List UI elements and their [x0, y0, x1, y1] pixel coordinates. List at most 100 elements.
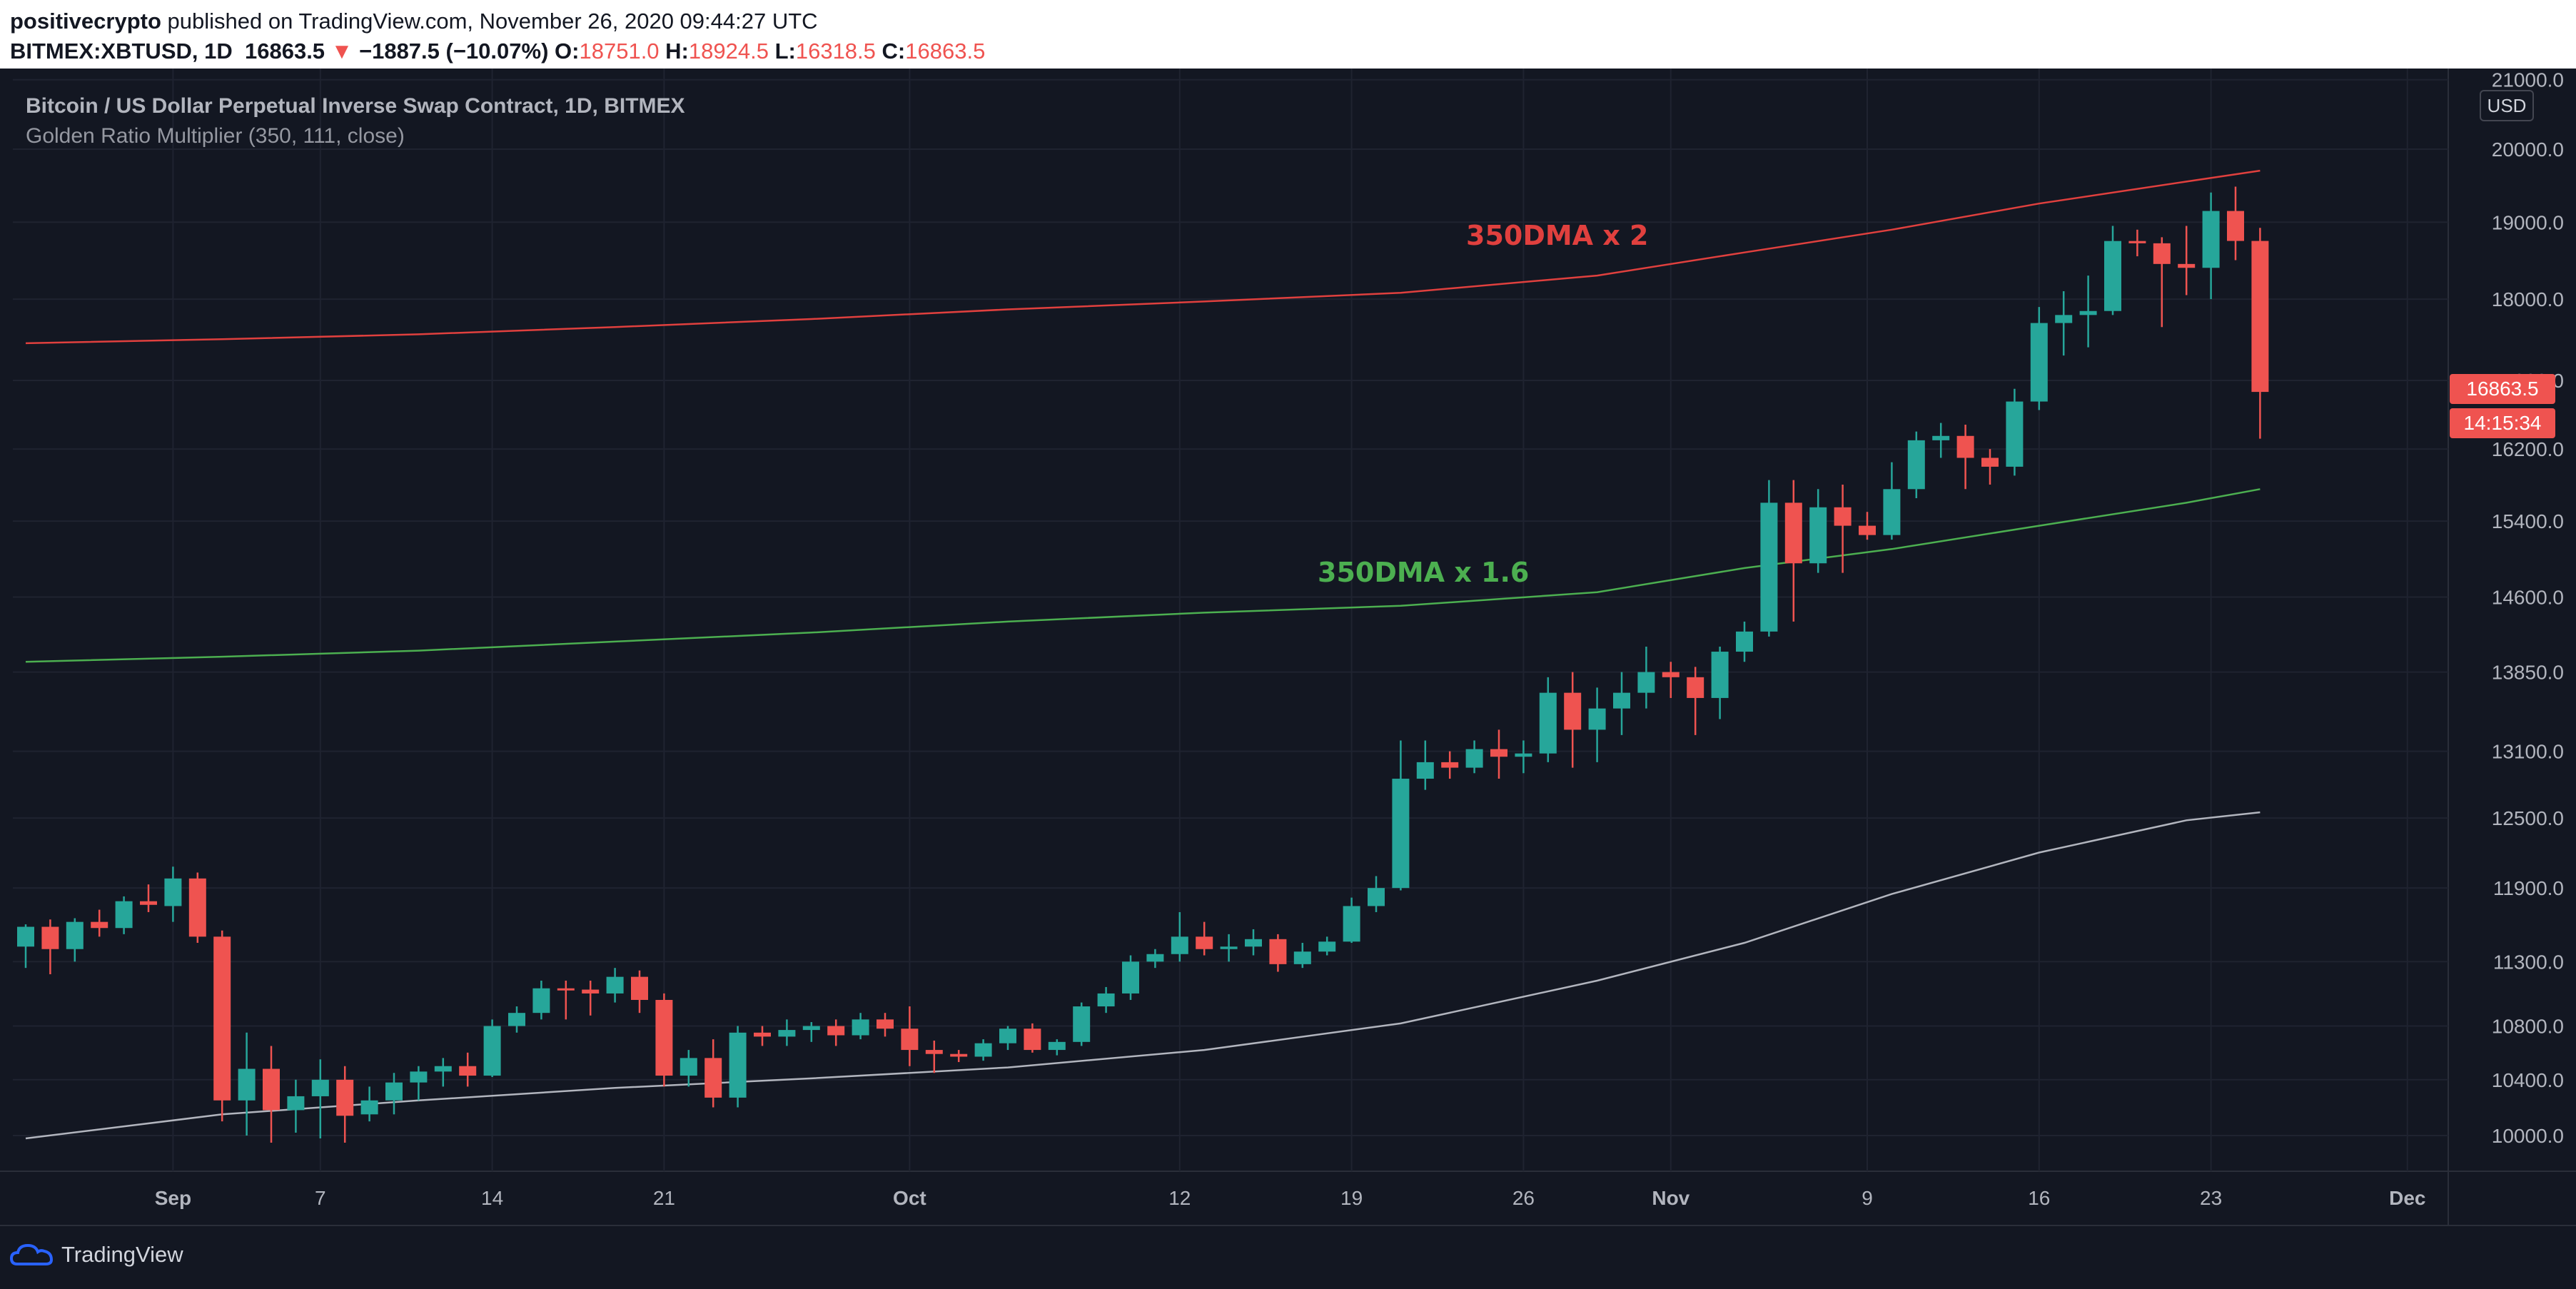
candle-body: [655, 999, 673, 1076]
candle-body: [164, 878, 182, 906]
candle-body: [2006, 401, 2024, 467]
high-value: 18924.5: [688, 39, 769, 64]
candle-body: [1048, 1041, 1066, 1051]
series-line: [25, 169, 2261, 345]
candle-body: [1637, 672, 1655, 693]
legend-title: Bitcoin / US Dollar Perpetual Inverse Sw…: [26, 94, 685, 118]
candle-body: [1293, 951, 1311, 964]
chart-area[interactable]: 10000.0 10400.0 10800.0 11300.0 11900.0 12500…: [0, 69, 2576, 1225]
candle-body: [2055, 315, 2073, 323]
chart-header: positivecrypto published on TradingView.…: [0, 0, 2576, 69]
candle-body: [950, 1053, 968, 1057]
candle-body: [66, 921, 84, 949]
candle-body: [606, 976, 624, 994]
low-value: 16318.5: [795, 39, 876, 64]
legend-indicator[interactable]: Golden Ratio Multiplier (350, 111, close…: [26, 124, 405, 148]
y-tick-label: 19000.0: [2492, 211, 2564, 233]
candle-body: [631, 976, 648, 1000]
candle-body: [802, 1026, 820, 1031]
y-tick-label: 14600.0: [2492, 586, 2564, 608]
y-tick-label: 20000.0: [2492, 138, 2564, 161]
y-tick-label: 11300.0: [2493, 951, 2564, 973]
close-value: 16863.5: [905, 39, 986, 64]
candle-body: [557, 988, 575, 991]
candle-body: [1711, 652, 1729, 698]
currency-button[interactable]: USD: [2480, 90, 2534, 121]
close-label: C:: [882, 39, 906, 64]
candle-body: [1539, 692, 1557, 754]
candle-body: [1245, 939, 1262, 947]
candle-body: [901, 1028, 919, 1051]
candle-body: [1662, 672, 1680, 677]
candle-body: [1220, 946, 1238, 949]
candle-body: [483, 1026, 501, 1076]
candle-body: [1318, 941, 1336, 952]
candle-body: [1588, 708, 1606, 730]
open-value: 18751.0: [579, 39, 660, 64]
candle-body: [778, 1030, 796, 1037]
candle-body: [140, 901, 157, 905]
candle-body: [680, 1058, 697, 1076]
candle-body: [1073, 1006, 1091, 1042]
candle-body: [459, 1066, 477, 1076]
x-tick-label: Oct: [893, 1187, 926, 1209]
candle-body: [1465, 749, 1483, 768]
candle-body: [1269, 939, 1287, 964]
candle-body: [1196, 936, 1213, 949]
candle-body: [2202, 211, 2220, 268]
annotation-350dma-x1-6: 350DMA x 1.6: [1318, 557, 1530, 588]
last-price: 16863.5: [244, 39, 325, 64]
candle-body: [1122, 961, 1139, 994]
price-chart[interactable]: 10000.0 10400.0 10800.0 11300.0 11900.0 12500…: [0, 69, 2576, 1225]
x-tick-label: Sep: [155, 1187, 191, 1209]
candle-body: [17, 926, 34, 947]
x-tick-label: Dec: [2389, 1187, 2425, 1209]
candle-body: [1146, 954, 1164, 962]
candle-body: [1613, 692, 1630, 709]
x-tick-label: 12: [1168, 1187, 1191, 1209]
x-tick-label: 7: [315, 1187, 326, 1209]
candle-body: [2251, 241, 2269, 393]
brand-name: TradingView: [61, 1242, 183, 1267]
candle-body: [508, 1013, 525, 1026]
candle-body: [1932, 435, 1950, 440]
candle-body: [2153, 243, 2171, 264]
candle-body: [1784, 502, 1802, 564]
symbol-label[interactable]: BITMEX:XBTUSD, 1D: [10, 39, 233, 64]
y-tick-label: 11900.0: [2493, 877, 2564, 899]
author-name[interactable]: positivecrypto: [10, 9, 161, 34]
y-tick-label: 10400.0: [2492, 1069, 2564, 1091]
candle-body: [1490, 749, 1507, 757]
candle-body: [238, 1068, 256, 1101]
down-arrow-icon: ▼: [330, 39, 353, 64]
price-change: −1887.5 (−10.07%): [358, 39, 549, 64]
candle-body: [1564, 692, 1582, 730]
y-tick-label: 10800.0: [2492, 1016, 2564, 1038]
candle-body: [2178, 263, 2196, 268]
candle-body: [582, 989, 600, 994]
x-tick-label: 19: [1340, 1187, 1363, 1209]
countdown-tag: 14:15:34: [2450, 408, 2555, 438]
candle-body: [999, 1028, 1016, 1043]
candle-body: [1392, 779, 1410, 889]
y-tick-label: 10000.0: [2492, 1125, 2564, 1147]
candle-body: [925, 1050, 943, 1054]
candle-body: [1883, 489, 1901, 535]
candle-body: [1736, 631, 1753, 652]
candle-body: [213, 936, 231, 1101]
last-price-tag: 16863.5: [2450, 374, 2555, 404]
low-label: L:: [774, 39, 796, 64]
candle-body: [1343, 906, 1360, 942]
candle-body: [704, 1058, 722, 1098]
candle-body: [1760, 502, 1778, 632]
x-tick-label: Nov: [1652, 1187, 1689, 1209]
candle-body: [1024, 1028, 1041, 1051]
candle-body: [2079, 310, 2097, 315]
y-tick-label: 12500.0: [2492, 807, 2564, 829]
candle-body: [1956, 435, 1974, 458]
candle-body: [1368, 888, 1385, 906]
tradingview-logo[interactable]: TradingView: [10, 1242, 183, 1268]
candle-body: [1416, 762, 1434, 779]
y-tick-label: 13100.0: [2492, 741, 2564, 763]
candle-body: [311, 1079, 329, 1096]
